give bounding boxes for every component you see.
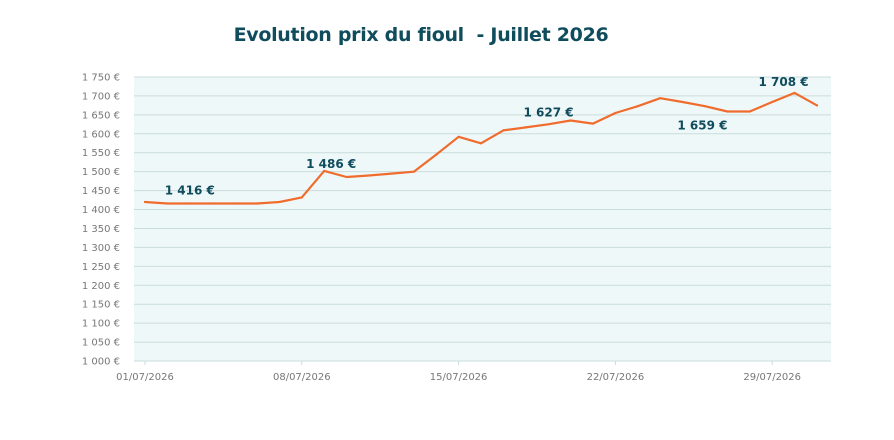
x-tick-label: 08/07/2026 bbox=[273, 372, 331, 383]
x-tick-label: 22/07/2026 bbox=[587, 372, 645, 383]
data-point bbox=[412, 170, 415, 173]
data-point bbox=[143, 200, 147, 204]
data-point bbox=[278, 200, 281, 204]
data-point bbox=[255, 202, 259, 205]
data-point bbox=[793, 91, 796, 95]
data-point bbox=[771, 100, 774, 104]
data-point bbox=[815, 104, 819, 107]
y-tick-label: 1 100 € bbox=[82, 319, 120, 330]
data-label: 1 659 € bbox=[677, 118, 727, 132]
data-point bbox=[703, 105, 707, 108]
chart-title: Evolution prix du fioul - Juillet 2026 bbox=[233, 24, 609, 46]
y-tick-label: 1 550 € bbox=[82, 148, 120, 159]
data-point bbox=[502, 129, 505, 132]
x-tick-label: 01/07/2026 bbox=[116, 372, 174, 383]
data-point bbox=[323, 169, 326, 173]
data-point bbox=[166, 202, 169, 205]
data-point bbox=[345, 175, 348, 179]
y-tick-label: 1 000 € bbox=[82, 357, 120, 368]
plot-area bbox=[134, 77, 831, 361]
data-point bbox=[211, 202, 214, 205]
data-point bbox=[457, 135, 460, 138]
data-point bbox=[591, 122, 595, 125]
data-point bbox=[435, 153, 438, 156]
y-tick-label: 1 650 € bbox=[82, 110, 120, 121]
y-tick-label: 1 200 € bbox=[82, 281, 120, 292]
data-point bbox=[524, 126, 527, 129]
data-point bbox=[569, 119, 572, 122]
data-label: 1 486 € bbox=[306, 157, 356, 171]
y-tick-label: 1 500 € bbox=[82, 167, 120, 178]
data-point bbox=[636, 105, 639, 108]
data-point bbox=[547, 123, 550, 126]
data-point bbox=[233, 202, 236, 205]
y-tick-label: 1 450 € bbox=[82, 186, 120, 197]
data-label: 1 416 € bbox=[165, 183, 215, 197]
data-point bbox=[726, 110, 729, 113]
y-tick-label: 1 700 € bbox=[82, 91, 120, 102]
y-tick-label: 1 300 € bbox=[82, 243, 120, 254]
y-tick-label: 1 250 € bbox=[82, 262, 120, 273]
data-point bbox=[614, 111, 617, 115]
data-point bbox=[188, 202, 191, 205]
data-point bbox=[479, 142, 483, 145]
y-tick-label: 1 350 € bbox=[82, 224, 120, 235]
data-point bbox=[681, 100, 684, 104]
data-point bbox=[300, 196, 303, 199]
data-label: 1 708 € bbox=[759, 75, 809, 89]
data-point bbox=[659, 97, 662, 100]
y-tick-label: 1 150 € bbox=[82, 300, 120, 311]
y-tick-label: 1 400 € bbox=[82, 205, 120, 216]
data-label: 1 627 € bbox=[524, 106, 574, 120]
data-point bbox=[390, 172, 393, 175]
data-point bbox=[748, 110, 751, 113]
x-tick-label: 15/07/2026 bbox=[430, 372, 488, 383]
data-point bbox=[367, 174, 371, 177]
y-tick-label: 1 600 € bbox=[82, 129, 120, 140]
y-tick-label: 1 050 € bbox=[82, 338, 120, 349]
y-tick-label: 1 750 € bbox=[82, 73, 120, 84]
x-tick-label: 29/07/2026 bbox=[743, 372, 801, 383]
